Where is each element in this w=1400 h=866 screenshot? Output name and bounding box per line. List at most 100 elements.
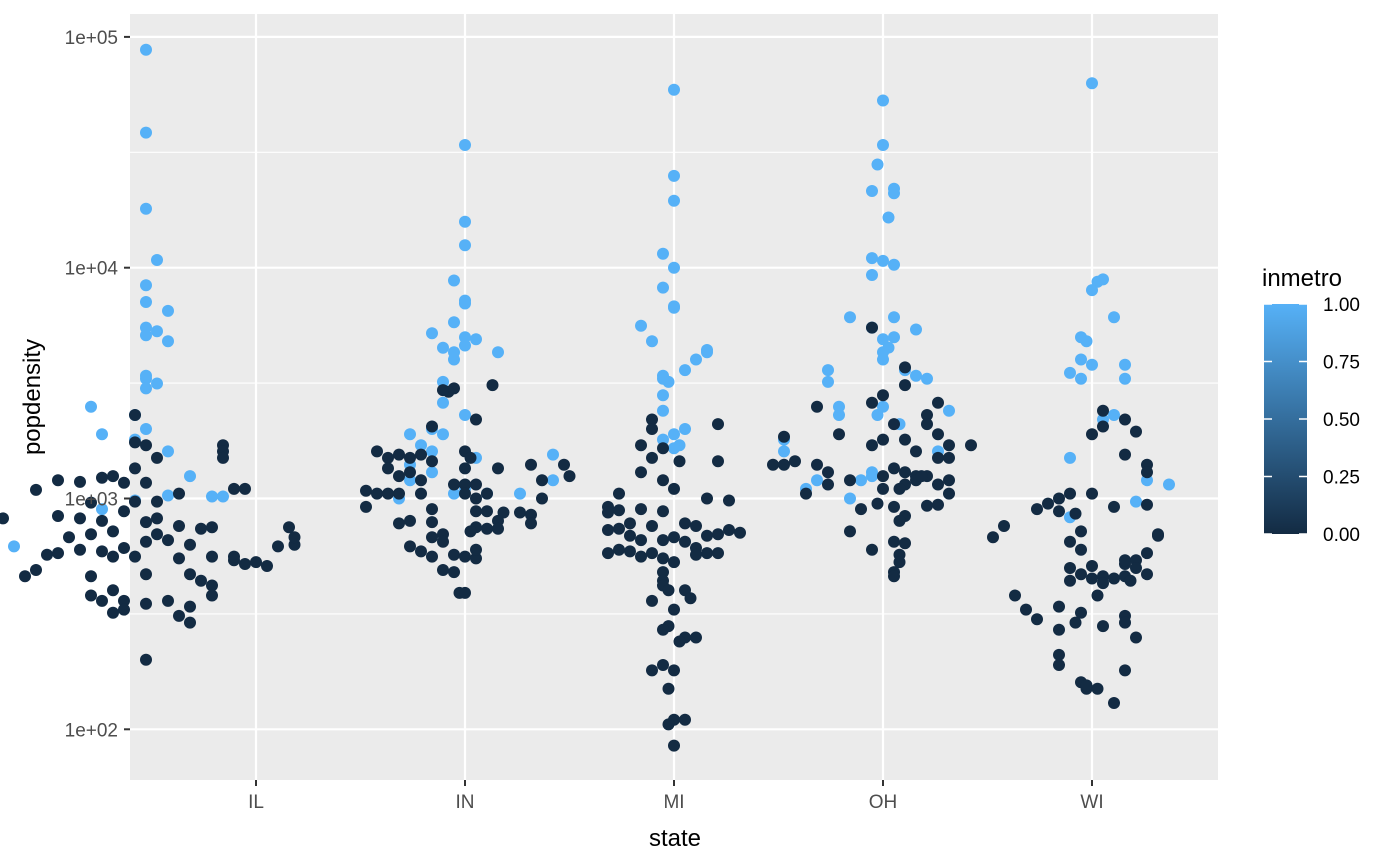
data-point <box>486 379 499 392</box>
data-point <box>151 451 163 464</box>
data-point <box>1086 487 1098 500</box>
data-point <box>888 462 900 475</box>
data-point <box>668 531 680 544</box>
data-point <box>96 503 108 516</box>
data-point <box>1119 413 1131 426</box>
data-point <box>140 296 152 308</box>
data-point <box>415 439 427 452</box>
data-point <box>915 470 928 483</box>
data-point <box>459 462 471 475</box>
data-point <box>1097 420 1109 433</box>
data-point <box>778 430 790 443</box>
data-point <box>1053 648 1065 661</box>
data-point <box>1097 577 1109 590</box>
data-point <box>1108 697 1120 709</box>
data-point <box>1108 409 1120 421</box>
data-point <box>426 466 438 479</box>
data-point <box>1119 372 1131 385</box>
data-point <box>767 458 779 471</box>
data-point <box>871 409 884 421</box>
data-point <box>1053 505 1065 518</box>
data-point <box>30 564 42 576</box>
legend-tick-label: 1.00 <box>1323 295 1360 316</box>
data-point <box>668 664 680 677</box>
data-point <box>1119 616 1131 629</box>
data-point <box>657 534 669 547</box>
data-point <box>173 487 185 500</box>
data-point <box>239 558 251 570</box>
data-point <box>668 301 680 314</box>
data-point <box>8 540 20 553</box>
data-point <box>140 202 152 215</box>
data-point <box>426 516 438 529</box>
data-point <box>448 487 460 500</box>
data-point <box>228 550 240 563</box>
x-tick-label: MI <box>663 792 684 813</box>
data-point <box>382 462 394 475</box>
data-point <box>492 462 504 475</box>
data-point <box>668 482 680 495</box>
data-point <box>85 570 97 583</box>
data-point <box>415 545 427 558</box>
data-point <box>723 524 735 536</box>
data-point <box>129 462 141 475</box>
data-point <box>173 609 185 622</box>
x-tick-label: IN <box>456 792 475 813</box>
data-point <box>195 522 207 535</box>
data-point <box>459 409 471 421</box>
data-point <box>415 474 427 487</box>
data-point <box>52 474 64 487</box>
data-point <box>85 589 97 602</box>
data-point <box>1042 497 1054 510</box>
data-point <box>657 433 669 446</box>
data-point <box>393 470 405 483</box>
data-point <box>1069 507 1082 520</box>
data-point <box>74 475 86 488</box>
data-point <box>668 169 680 182</box>
data-point <box>635 550 647 563</box>
data-point <box>140 476 152 489</box>
data-point <box>778 445 790 458</box>
data-point <box>96 514 108 527</box>
data-point <box>151 254 163 266</box>
data-point <box>822 478 834 491</box>
data-point <box>85 496 97 509</box>
data-point <box>679 535 691 548</box>
data-point <box>85 528 97 541</box>
data-point <box>184 616 196 629</box>
data-point <box>602 506 614 519</box>
data-point <box>866 321 878 334</box>
data-point <box>404 428 416 441</box>
data-point <box>910 445 922 458</box>
data-point <box>673 635 686 648</box>
data-point <box>624 545 636 558</box>
data-point <box>662 718 675 731</box>
data-point <box>877 94 889 107</box>
data-point <box>448 478 460 491</box>
data-point <box>679 364 691 377</box>
data-point <box>657 566 669 579</box>
data-point <box>470 478 482 491</box>
data-point <box>1130 631 1142 644</box>
data-point <box>459 331 471 344</box>
data-point <box>525 508 537 521</box>
data-point <box>1075 606 1087 619</box>
data-point <box>833 428 845 441</box>
data-point <box>206 589 218 602</box>
data-point <box>662 584 675 597</box>
data-point <box>877 482 889 495</box>
data-point <box>844 492 856 505</box>
data-point <box>426 503 438 516</box>
data-point <box>96 428 108 441</box>
data-point <box>1091 589 1104 602</box>
data-point <box>811 400 823 413</box>
data-point <box>41 548 53 561</box>
data-point <box>415 448 427 461</box>
data-point <box>52 547 64 560</box>
data-point <box>1119 664 1131 677</box>
data-point <box>514 506 526 519</box>
data-point <box>1097 620 1109 633</box>
data-point <box>404 514 416 527</box>
data-point <box>1130 495 1142 508</box>
data-point <box>866 269 878 281</box>
